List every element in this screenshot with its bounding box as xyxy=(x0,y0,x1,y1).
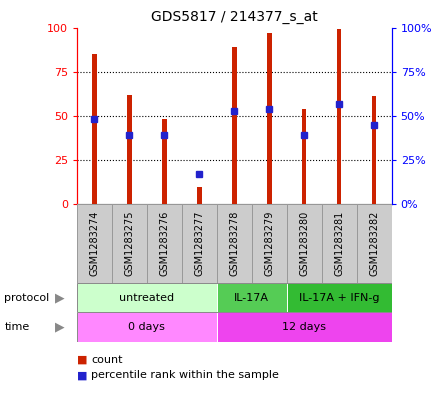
Bar xyxy=(337,29,341,204)
Text: GSM1283274: GSM1283274 xyxy=(89,211,99,276)
Bar xyxy=(287,204,322,283)
Text: GSM1283280: GSM1283280 xyxy=(299,211,309,276)
Text: ▶: ▶ xyxy=(55,321,64,334)
Bar xyxy=(112,204,147,283)
Bar xyxy=(252,204,287,283)
Text: ■: ■ xyxy=(77,354,91,365)
Bar xyxy=(372,96,376,204)
Text: IL-17A + IFN-g: IL-17A + IFN-g xyxy=(299,293,379,303)
Bar xyxy=(267,33,271,204)
Bar xyxy=(147,204,182,283)
Text: count: count xyxy=(91,354,123,365)
Text: IL-17A: IL-17A xyxy=(234,293,269,303)
Text: percentile rank within the sample: percentile rank within the sample xyxy=(91,370,279,380)
Bar xyxy=(162,119,167,204)
Bar xyxy=(77,312,217,342)
Bar xyxy=(92,54,97,204)
Text: protocol: protocol xyxy=(4,293,50,303)
Text: GSM1283278: GSM1283278 xyxy=(229,211,239,276)
Text: GSM1283282: GSM1283282 xyxy=(369,211,379,276)
Text: ■: ■ xyxy=(77,370,91,380)
Title: GDS5817 / 214377_s_at: GDS5817 / 214377_s_at xyxy=(151,10,318,24)
Text: GSM1283281: GSM1283281 xyxy=(334,211,344,276)
Bar xyxy=(182,204,217,283)
Text: GSM1283277: GSM1283277 xyxy=(194,211,204,276)
Bar xyxy=(127,95,132,204)
Text: untreated: untreated xyxy=(119,293,175,303)
Text: time: time xyxy=(4,322,29,332)
Bar xyxy=(232,47,237,204)
Bar xyxy=(322,204,357,283)
Text: ▶: ▶ xyxy=(55,291,64,304)
Bar xyxy=(302,109,307,204)
Text: 0 days: 0 days xyxy=(128,322,165,332)
Text: GSM1283275: GSM1283275 xyxy=(125,211,135,276)
Bar xyxy=(217,283,287,312)
Bar xyxy=(197,187,202,204)
Text: GSM1283279: GSM1283279 xyxy=(264,211,274,276)
Bar xyxy=(217,312,392,342)
Bar xyxy=(217,204,252,283)
Bar xyxy=(287,283,392,312)
Text: 12 days: 12 days xyxy=(282,322,326,332)
Bar xyxy=(357,204,392,283)
Bar xyxy=(77,283,217,312)
Bar xyxy=(77,204,112,283)
Text: GSM1283276: GSM1283276 xyxy=(159,211,169,276)
